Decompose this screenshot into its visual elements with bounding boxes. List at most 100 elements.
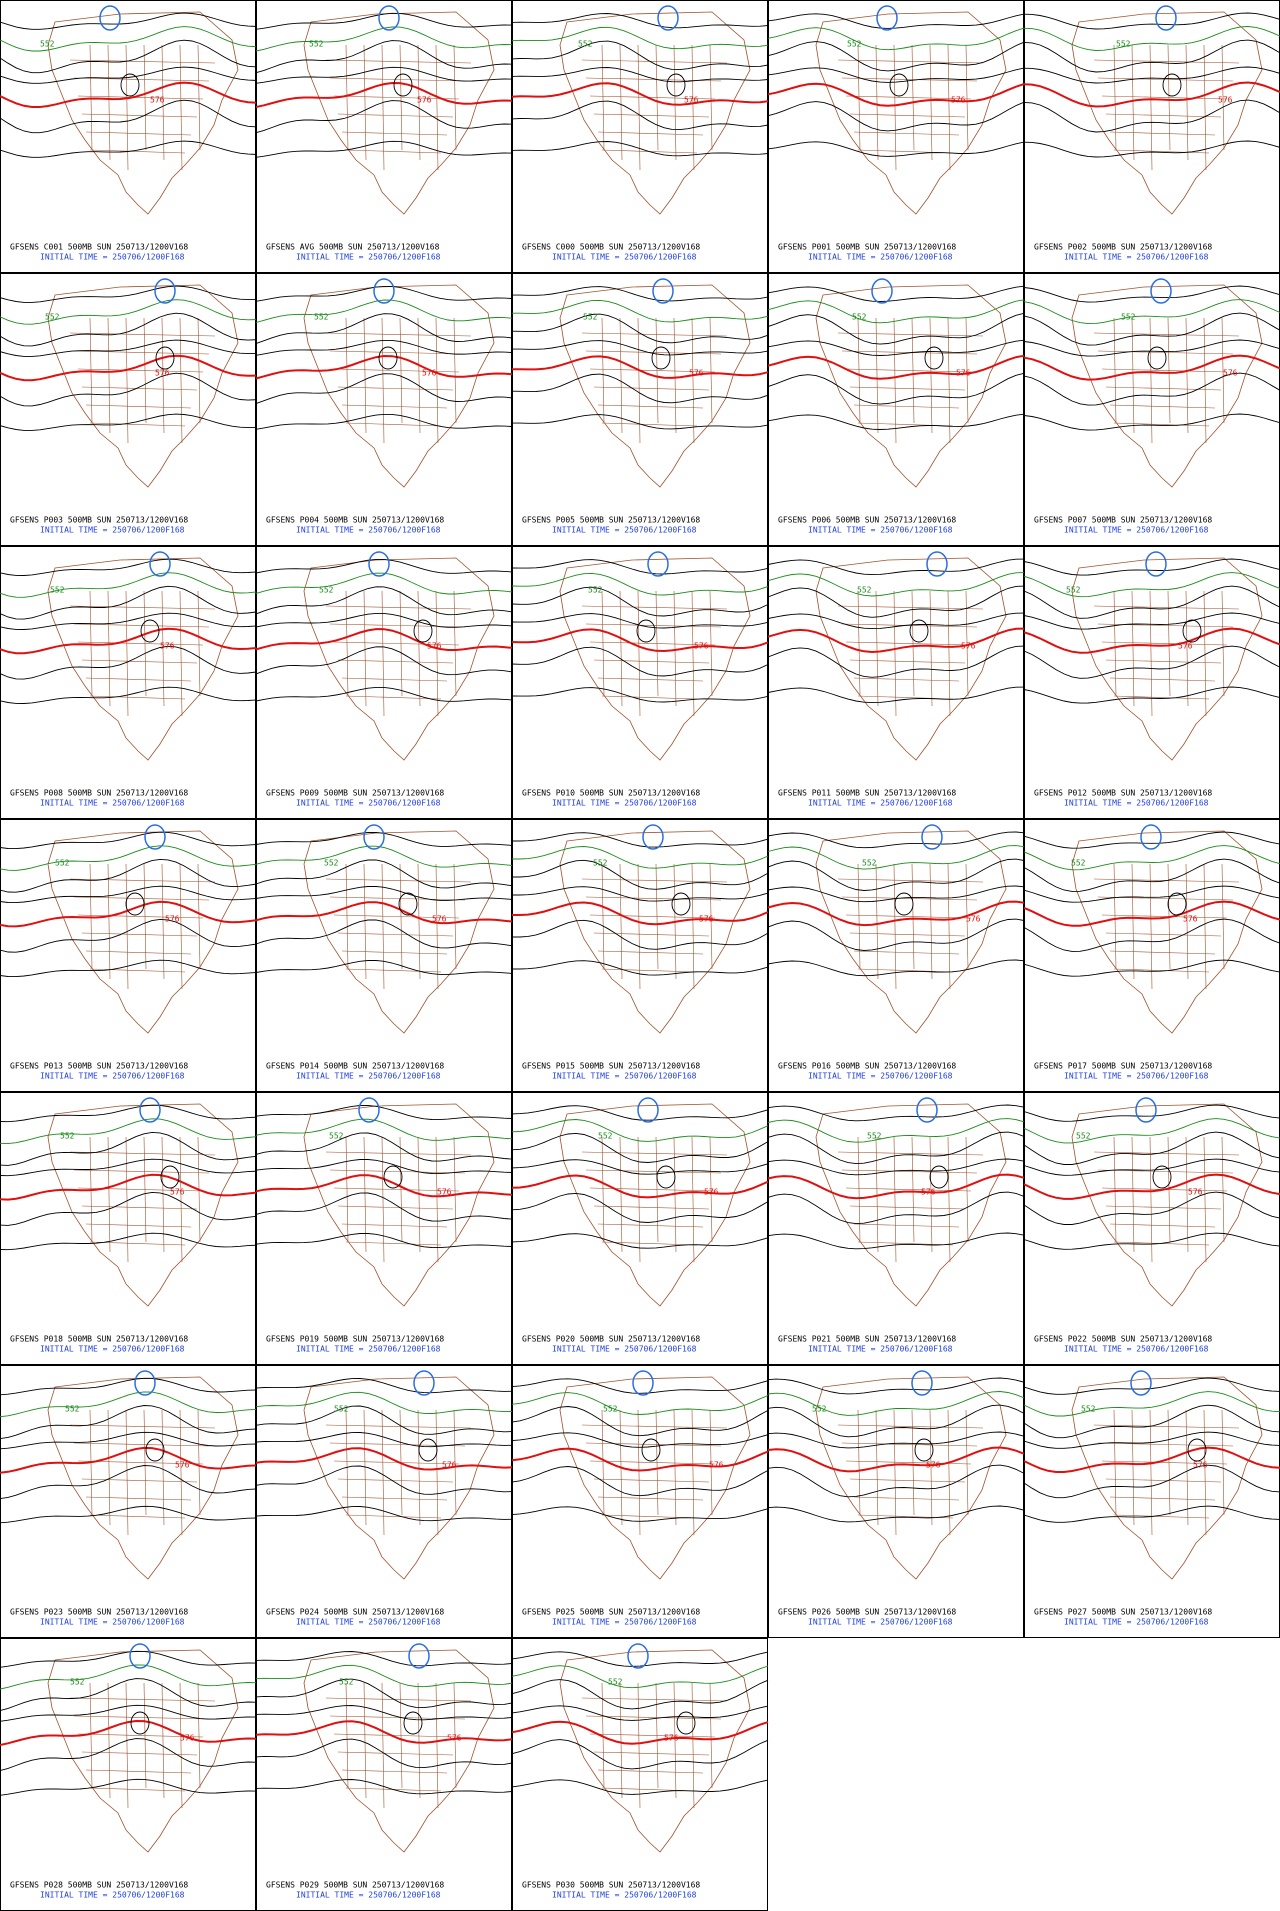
contour [512,960,769,976]
panel-border [1024,1365,1280,1638]
contour-label: 576 [951,96,966,105]
state-line [363,590,367,707]
low-center [125,892,145,916]
state-line [691,44,695,171]
contour-label: 576 [921,1188,936,1197]
contour [255,1720,513,1744]
contour [767,1191,1025,1225]
state-line [179,317,183,444]
state-line [399,590,403,697]
panel-title: GFSENS P014 500MB SUN 250713/1200V168 [266,1062,444,1071]
state-line [849,1478,966,1483]
state-line [585,1169,722,1174]
contour [255,686,513,702]
state-line [965,1409,969,1516]
state-line [381,317,385,444]
panel-border [512,0,768,273]
state-line [197,1682,201,1789]
contour [1023,140,1280,158]
state-line [345,1514,442,1519]
state-line [601,1241,698,1246]
state-line [589,1187,716,1192]
contour [0,140,257,158]
panel-border [512,1638,768,1911]
contour [0,1377,257,1396]
state-line [1109,404,1216,409]
state-line [435,1136,439,1263]
low-center [921,824,943,850]
contour [511,613,769,629]
panel-border [1024,1092,1280,1365]
contour [0,81,257,108]
panel-title: GFSENS P025 500MB SUN 250713/1200V168 [522,1608,700,1617]
state-line [597,1496,704,1501]
contour [0,612,257,630]
state-line [1203,1409,1207,1536]
state-line [325,878,472,883]
state-line [841,623,978,628]
state-line [849,659,966,664]
contour [255,612,513,628]
contour [511,1192,769,1223]
low-center [627,1643,649,1669]
low-center [1155,5,1177,31]
contour [255,100,513,134]
state-line [69,1697,216,1702]
panel-title: GFSENS P023 500MB SUN 250713/1200V168 [10,1608,188,1617]
contour-label: 552 [309,40,324,49]
low-center [139,1097,161,1123]
contour [511,1392,769,1415]
state-line [845,641,972,646]
state-line [333,641,460,646]
state-line [893,1409,897,1536]
state-line [435,863,439,990]
state-line [363,1682,367,1799]
contour-label: 552 [1071,859,1086,868]
state-line [619,1682,623,1799]
state-line [1113,590,1117,697]
contour [511,67,769,83]
contour [0,1118,257,1145]
panel-border [768,273,1024,546]
state-line [857,863,861,970]
contour [1023,845,1280,871]
state-line [853,131,960,136]
low-center [632,1370,654,1396]
map-panel: 552 576 GFSENS P022 500MB SUN 250713/1200V… [1023,1092,1280,1365]
state-line [73,623,210,628]
coastline [47,11,239,215]
contour [255,299,513,323]
coastline [815,1103,1007,1307]
panel-subtitle: INITIAL TIME = 250706/1200F168 [296,1891,441,1900]
state-line [453,44,457,151]
state-line [637,1682,641,1809]
low-center [652,278,674,304]
state-line [1113,968,1210,973]
panel-subtitle: INITIAL TIME = 250706/1200F168 [552,526,697,535]
low-center [408,1643,430,1669]
state-line [85,131,192,136]
low-center [929,1165,949,1189]
panel-subtitle: INITIAL TIME = 250706/1200F168 [40,799,185,808]
state-line [1113,1409,1117,1516]
contour-label: 576 [427,642,442,651]
state-line [399,863,403,970]
state-line [381,44,385,171]
contour [0,1778,257,1796]
coastline [559,1376,751,1580]
panel-title: GFSENS P008 500MB SUN 250713/1200V168 [10,789,188,798]
state-line [601,1409,605,1516]
contour [255,1465,513,1495]
state-line [1093,1151,1240,1156]
state-line [381,1409,385,1536]
coastline [47,1649,239,1853]
contour-label: 576 [664,1734,679,1743]
coastline [559,557,751,761]
contour [0,66,257,84]
low-center [636,619,656,643]
panel-border [768,819,1024,1092]
panel-title: GFSENS P028 500MB SUN 250713/1200V168 [10,1881,188,1890]
low-center [130,1711,150,1735]
state-line [1149,590,1153,717]
panel-border [0,1365,256,1638]
